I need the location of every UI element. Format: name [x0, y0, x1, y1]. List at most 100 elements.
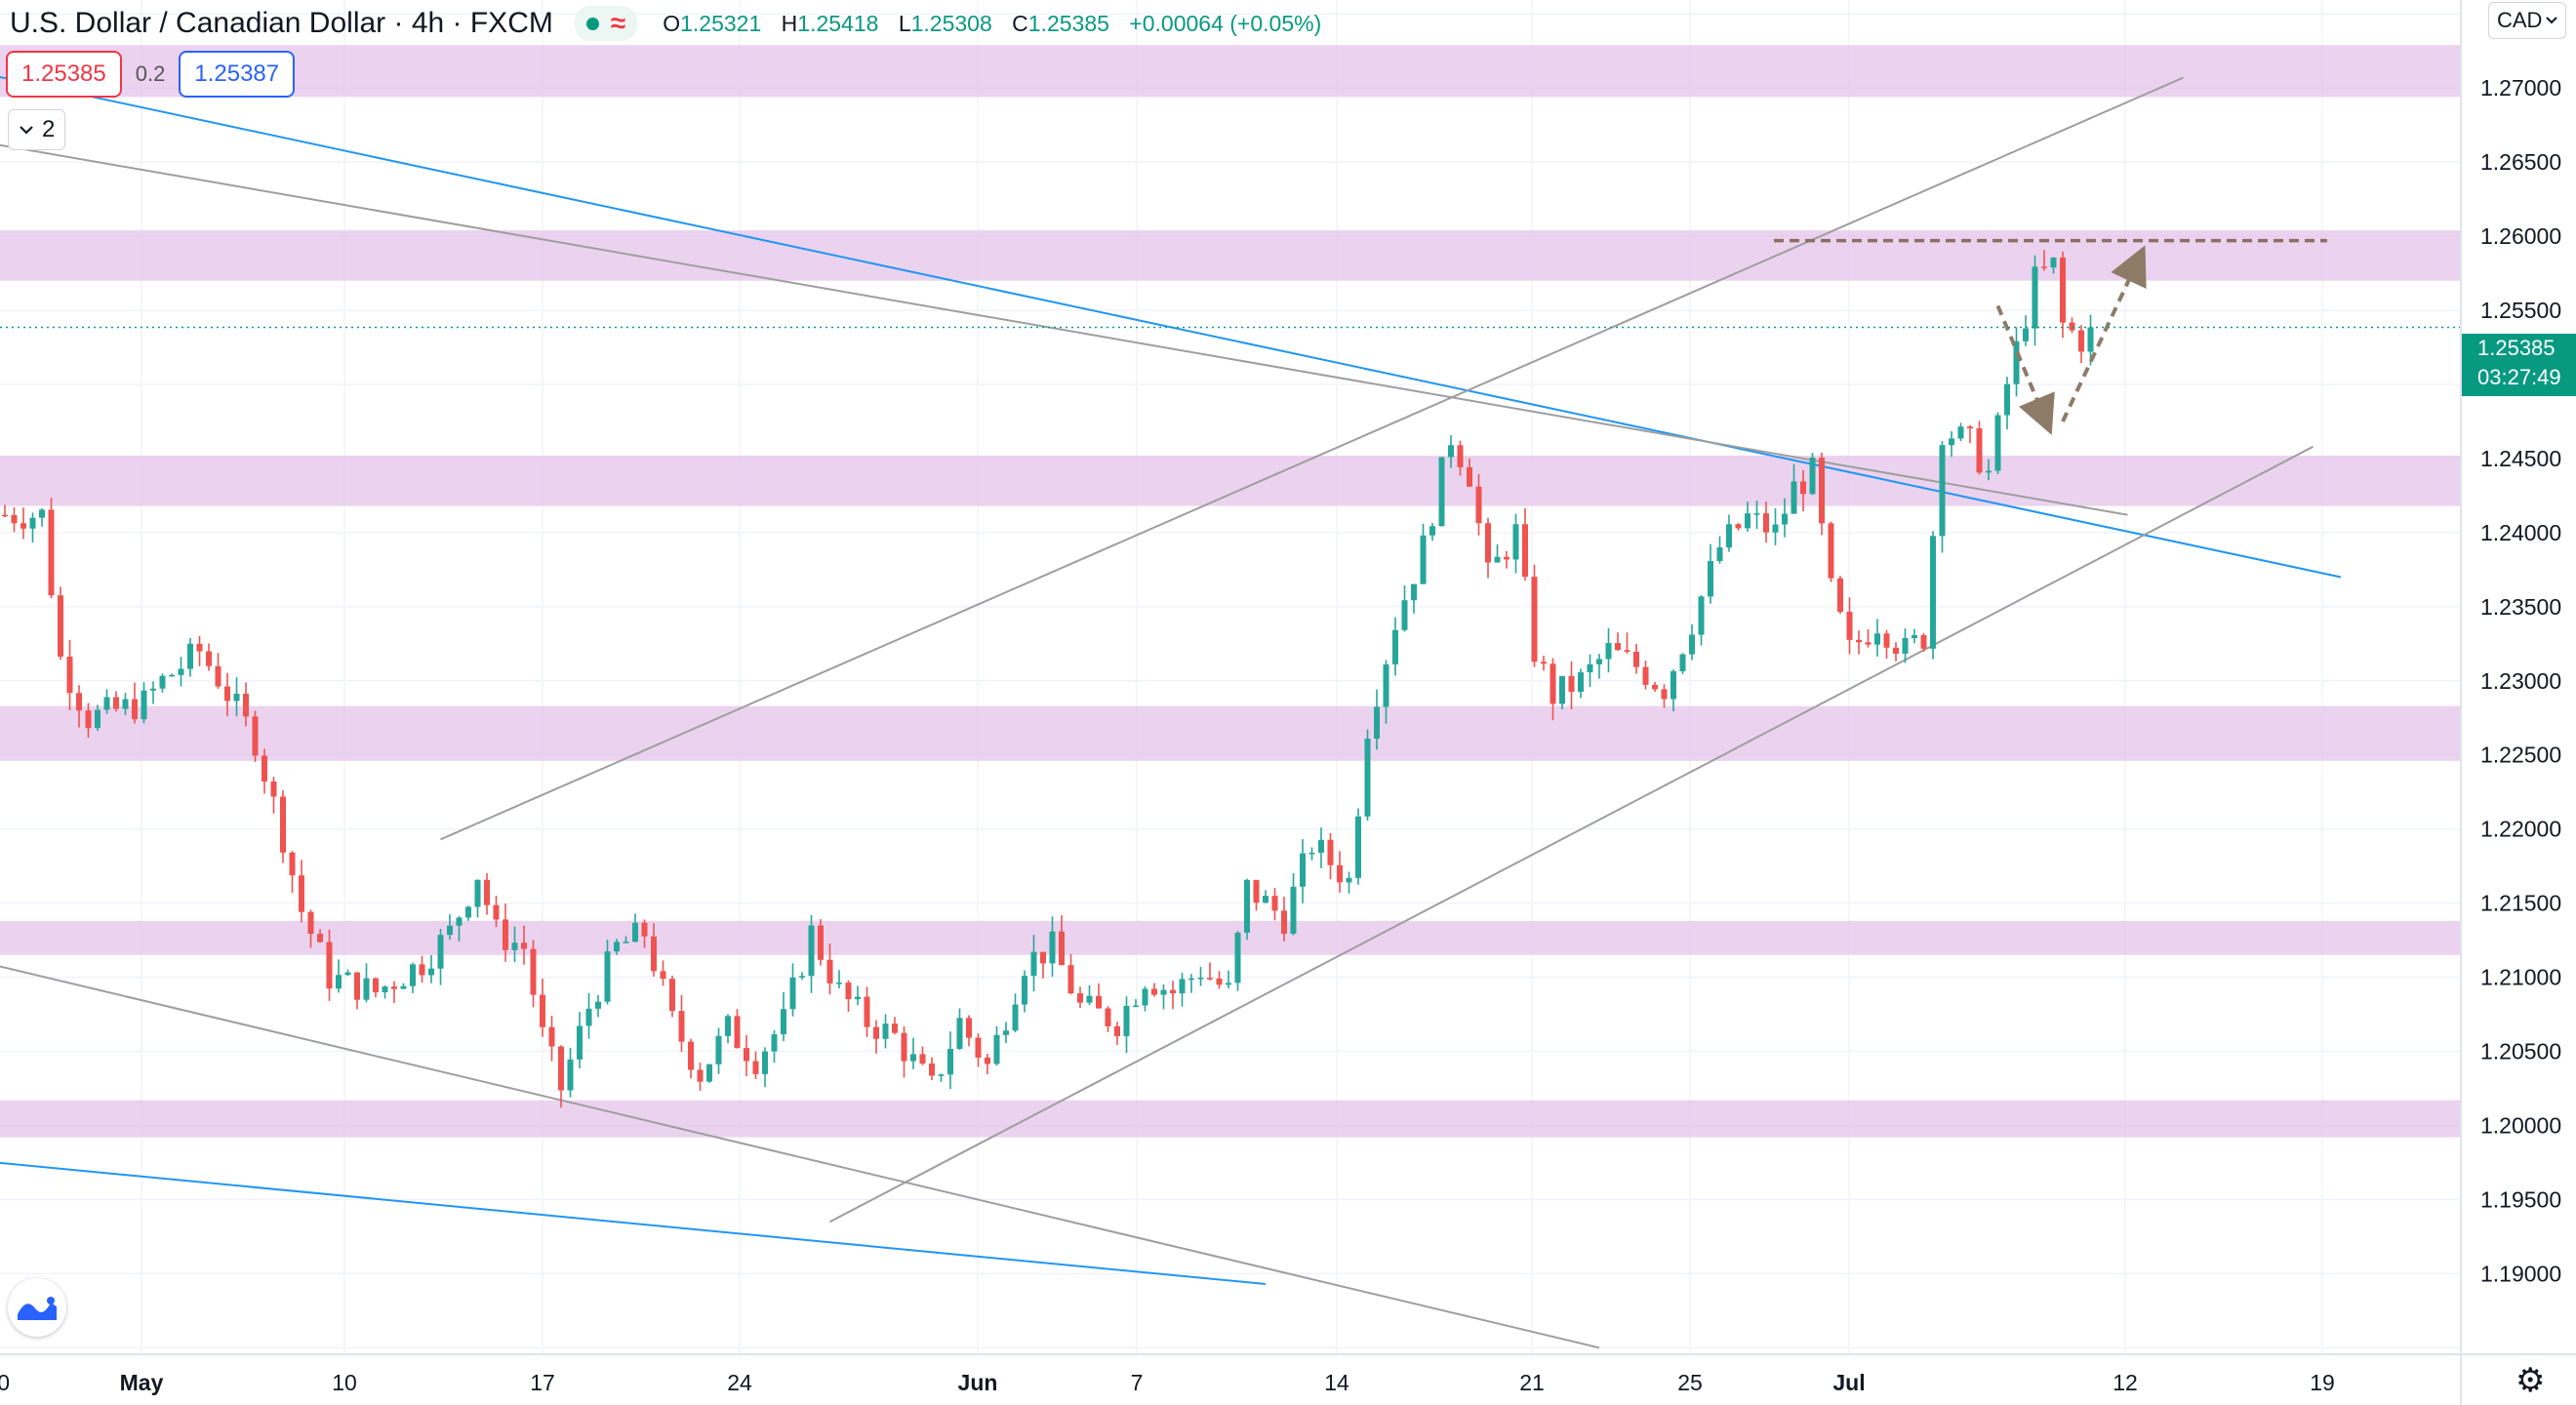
candle	[1837, 578, 1843, 613]
candle	[1791, 481, 1797, 514]
indicator-count: 2	[42, 116, 56, 142]
x-tick-label: 17	[530, 1370, 555, 1395]
candle	[1652, 684, 1658, 690]
last-price-value: 1.25385	[2477, 336, 2556, 360]
candle	[1383, 663, 1389, 707]
candle	[11, 514, 18, 524]
candle	[2, 514, 8, 517]
support-resistance-zone	[0, 455, 2461, 506]
candle	[919, 1054, 926, 1064]
y-tick-label: 1.23500	[2480, 594, 2561, 620]
candle	[511, 943, 518, 950]
close-label: C	[1012, 10, 1028, 36]
candle	[1086, 995, 1093, 1003]
candle	[1753, 513, 1760, 515]
candle	[233, 694, 240, 702]
candle	[2078, 330, 2084, 352]
candle	[1809, 457, 1816, 495]
tradingview-logo-icon	[18, 1297, 57, 1320]
candle	[2041, 266, 2047, 268]
candle	[1216, 978, 1223, 985]
candle	[1318, 839, 1324, 853]
candle	[1059, 931, 1065, 966]
candle	[1337, 864, 1343, 883]
candle	[567, 1059, 574, 1091]
y-tick-label: 1.24000	[2480, 520, 2561, 545]
candle	[262, 755, 267, 782]
support-resistance-zone	[0, 920, 2461, 955]
candle	[1930, 536, 1936, 649]
candle	[614, 942, 620, 952]
x-tick-label: Jun	[958, 1370, 998, 1395]
candle	[715, 1035, 722, 1064]
candle	[1244, 879, 1250, 933]
candle	[929, 1064, 935, 1076]
candle	[1986, 470, 1992, 473]
candle	[169, 674, 175, 677]
candle	[1865, 642, 1872, 645]
candle	[363, 978, 370, 1000]
candle	[1067, 965, 1074, 994]
candle	[1679, 654, 1686, 671]
y-tick-label: 1.24500	[2480, 446, 2561, 471]
candle	[1902, 638, 1909, 654]
candle	[1708, 561, 1713, 597]
candle	[725, 1016, 731, 1036]
candle	[187, 643, 193, 669]
candle	[1392, 629, 1398, 664]
candle	[1772, 524, 1779, 533]
candle	[1976, 427, 1983, 473]
candle	[456, 917, 463, 926]
candle	[196, 643, 203, 652]
candle	[113, 697, 119, 709]
candle	[1819, 457, 1825, 524]
candle	[901, 1032, 907, 1062]
support-resistance-zone	[0, 1100, 2461, 1138]
candle	[58, 595, 63, 657]
candle	[1939, 445, 1946, 537]
x-tick-label: :00	[0, 1370, 10, 1395]
candle	[1114, 1025, 1120, 1036]
candle	[864, 996, 870, 1027]
sell-button[interactable]: 1.25385	[6, 51, 122, 98]
candle	[1049, 931, 1056, 964]
high-label: H	[781, 10, 798, 36]
candle	[1263, 896, 1268, 903]
candle	[947, 1049, 953, 1075]
symbol-title[interactable]: U.S. Dollar / Canadian Dollar · 4h · FXC…	[10, 7, 553, 39]
candle	[95, 709, 101, 729]
candle	[669, 979, 675, 1012]
candle	[1531, 577, 1538, 662]
candle	[1411, 583, 1417, 601]
candle	[1022, 976, 1027, 1005]
change-value: +0.00064 (+0.05%)	[1129, 10, 1322, 36]
candle	[1559, 675, 1565, 704]
buy-button[interactable]: 1.25387	[179, 51, 296, 98]
candle	[1698, 596, 1705, 635]
spread-value: 0.2	[135, 61, 166, 86]
candle	[1716, 547, 1723, 562]
x-tick-label: 25	[1677, 1370, 1703, 1395]
candle	[975, 1037, 982, 1058]
candle	[1541, 662, 1547, 664]
candle	[688, 1041, 694, 1070]
candle	[956, 1018, 963, 1050]
candle	[428, 968, 434, 976]
candle	[808, 925, 815, 977]
candle	[1596, 659, 1602, 664]
candle	[678, 1011, 685, 1042]
candle	[558, 1046, 564, 1091]
indicators-toggle-button[interactable]: 2	[8, 109, 66, 150]
candle	[1689, 634, 1695, 655]
x-tick-label: 19	[2310, 1370, 2335, 1395]
candle	[2050, 257, 2057, 268]
candle	[1522, 524, 1528, 578]
candle	[697, 1069, 704, 1082]
x-tick-label: 14	[1324, 1370, 1349, 1395]
market-status-pill[interactable]: ≈	[574, 6, 638, 41]
currency-selector[interactable]: CAD	[2488, 2, 2567, 39]
y-tick-label: 1.27000	[2480, 75, 2561, 100]
gear-icon[interactable]: ⚙	[2516, 1362, 2546, 1399]
tradingview-logo[interactable]	[8, 1278, 66, 1337]
